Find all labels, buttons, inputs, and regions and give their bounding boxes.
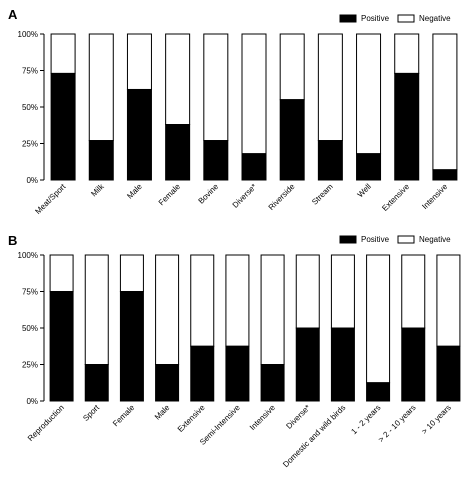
bar-positive <box>165 124 191 181</box>
bar-positive <box>241 153 267 181</box>
x-tick-label: Milk <box>89 181 106 198</box>
panel-a-chart: A 0% 25% 50% 75% 100% Meat/Sport Milk Male Femal… <box>8 7 458 217</box>
bar-positive <box>49 291 74 402</box>
x-tick-label: 1 - 2 years <box>349 403 382 436</box>
bar-negative <box>394 33 420 74</box>
bar-negative <box>225 254 250 347</box>
bar-positive <box>260 364 285 402</box>
x-tick-label: Domestic and wild birds <box>281 403 347 469</box>
x-tick-label: Diverse* <box>231 182 259 210</box>
x-tick-label: > 2 - 10 years <box>377 403 418 444</box>
bar-negative <box>330 254 355 329</box>
bar-negative <box>49 254 74 292</box>
x-tick-label: Reproduction <box>26 403 66 443</box>
bar-negative <box>260 254 285 365</box>
bar-negative <box>50 33 76 74</box>
x-tick-label: Intensive <box>420 182 449 211</box>
bar-negative <box>84 254 109 365</box>
bar-negative <box>279 33 305 101</box>
bar-positive <box>155 364 180 402</box>
bar-negative <box>241 33 267 155</box>
bar-positive <box>401 327 426 402</box>
y-tick-label: 0% <box>26 176 38 185</box>
x-tick-label: Meat/Sport <box>33 182 68 217</box>
legend-swatch-positive <box>339 235 357 244</box>
bar-positive <box>295 327 320 402</box>
bar-negative <box>295 254 320 329</box>
bar-positive <box>436 345 461 402</box>
bar-negative <box>366 254 391 384</box>
bar-negative <box>165 33 191 126</box>
x-tick-label: Male <box>153 403 172 422</box>
x-tick-label: > 10 years <box>420 403 453 436</box>
x-tick-label: Intensive <box>248 403 277 432</box>
y-tick-label: 50% <box>22 103 38 112</box>
bar-positive <box>432 169 458 181</box>
bar-positive <box>394 72 420 181</box>
y-tick-label: 0% <box>26 397 38 406</box>
x-tick-label: Female <box>157 182 183 208</box>
bar-negative <box>317 33 343 142</box>
bar-negative <box>190 254 215 347</box>
bar-positive <box>279 99 305 181</box>
x-tick-label: Extensive <box>176 403 207 434</box>
y-tick-label: 25% <box>22 361 38 370</box>
x-tick-label: Diverse* <box>284 403 312 431</box>
legend-label-negative: Negative <box>419 14 451 23</box>
x-tick-label: Sport <box>81 403 101 423</box>
x-tick-label: Extensive <box>380 182 411 213</box>
legend-swatch-positive <box>339 14 357 23</box>
bar-positive <box>190 345 215 402</box>
x-tick-label: Riverside <box>267 182 297 212</box>
x-tick-label: Stream <box>310 182 335 207</box>
legend-label-negative: Negative <box>419 235 451 244</box>
legend-label-positive: Positive <box>361 14 390 23</box>
bar-positive <box>119 291 144 402</box>
x-tick-label: Bovine <box>197 182 221 206</box>
y-tick-label: 50% <box>22 324 38 333</box>
bar-positive <box>225 345 250 402</box>
bar-negative <box>155 254 180 365</box>
panel-b-letter: B <box>8 233 17 248</box>
x-tick-label: Female <box>111 403 137 429</box>
legend-swatch-negative <box>397 235 415 244</box>
y-tick-label: 25% <box>22 140 38 149</box>
y-tick-label: 100% <box>18 251 38 260</box>
bar-positive <box>356 153 382 181</box>
bar-negative <box>203 33 229 142</box>
bar-negative <box>356 33 382 155</box>
y-tick-label: 75% <box>22 288 38 297</box>
bar-negative <box>88 33 114 142</box>
panel-a-letter: A <box>8 7 18 22</box>
bar-positive <box>366 382 391 402</box>
bar-positive <box>203 140 229 181</box>
bar-negative <box>436 254 461 347</box>
bar-positive <box>88 140 114 181</box>
bar-positive <box>50 72 76 181</box>
bar-positive <box>84 364 109 402</box>
bar-positive <box>126 88 152 181</box>
y-tick-label: 100% <box>18 30 38 39</box>
bar-positive <box>330 327 355 402</box>
x-tick-label: Well <box>356 182 373 199</box>
bar-negative <box>126 33 152 90</box>
bar-negative <box>401 254 426 329</box>
y-tick-label: 75% <box>22 67 38 76</box>
legend-label-positive: Positive <box>361 235 390 244</box>
bar-negative <box>432 33 458 171</box>
bar-positive <box>317 140 343 181</box>
panel-b-chart: B 0% 25% 50% 75% 100% Reproduction Sport Female… <box>8 233 461 469</box>
bar-negative <box>119 254 144 292</box>
x-tick-label: Male <box>125 182 144 201</box>
legend-swatch-negative <box>397 14 415 23</box>
